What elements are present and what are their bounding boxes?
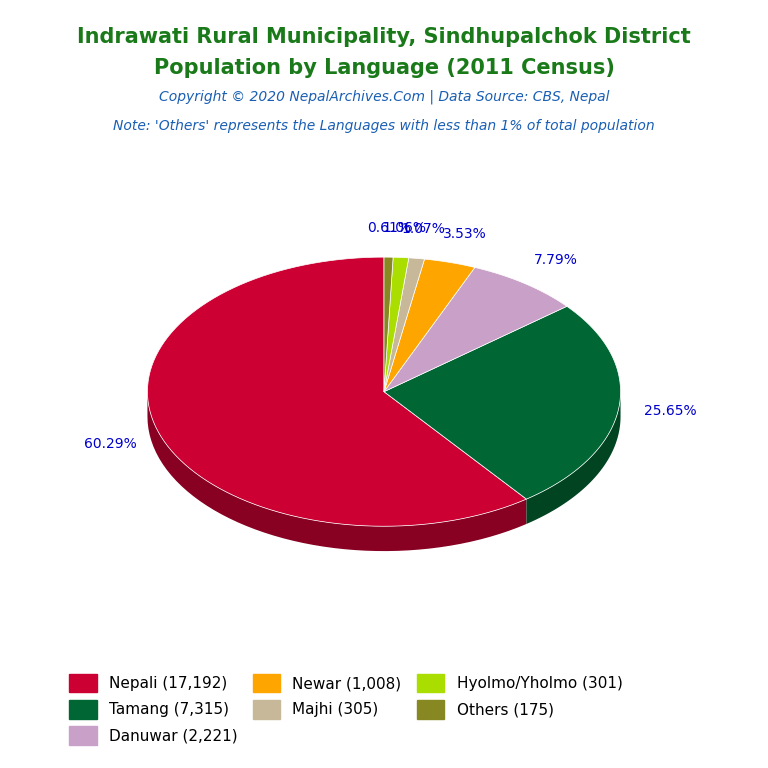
Text: 1.07%: 1.07% [402, 222, 445, 236]
Polygon shape [147, 392, 526, 551]
Polygon shape [147, 257, 526, 526]
Polygon shape [384, 267, 567, 392]
Polygon shape [384, 257, 409, 392]
Polygon shape [384, 258, 425, 392]
Legend: Nepali (17,192), Tamang (7,315), Danuwar (2,221), Newar (1,008), Majhi (305), Hy: Nepali (17,192), Tamang (7,315), Danuwar… [69, 674, 622, 745]
Polygon shape [384, 259, 475, 392]
Text: 7.79%: 7.79% [534, 253, 578, 267]
Text: 1.06%: 1.06% [382, 221, 427, 235]
Text: Copyright © 2020 NepalArchives.Com | Data Source: CBS, Nepal: Copyright © 2020 NepalArchives.Com | Dat… [159, 90, 609, 104]
Text: 60.29%: 60.29% [84, 437, 137, 451]
Polygon shape [384, 306, 621, 499]
Text: Population by Language (2011 Census): Population by Language (2011 Census) [154, 58, 614, 78]
Polygon shape [526, 392, 621, 524]
Text: 0.61%: 0.61% [368, 220, 412, 234]
Text: Indrawati Rural Municipality, Sindhupalchok District: Indrawati Rural Municipality, Sindhupalc… [77, 27, 691, 47]
Text: 25.65%: 25.65% [644, 404, 697, 418]
Polygon shape [384, 257, 393, 392]
Text: 3.53%: 3.53% [442, 227, 486, 241]
Text: Note: 'Others' represents the Languages with less than 1% of total population: Note: 'Others' represents the Languages … [113, 119, 655, 133]
